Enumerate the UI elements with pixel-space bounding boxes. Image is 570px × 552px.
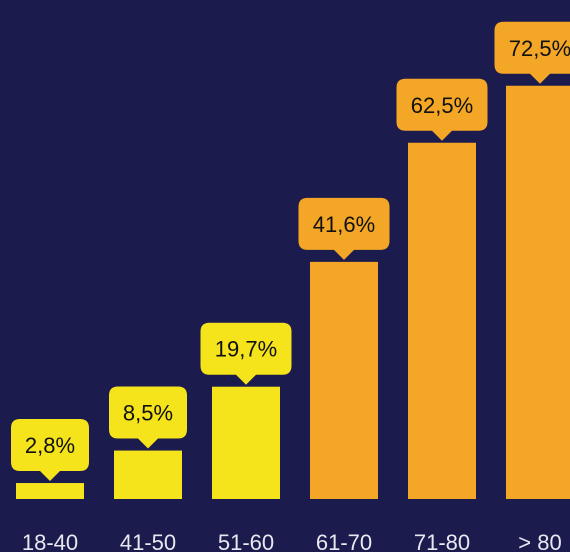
bar-61-70 — [310, 261, 378, 499]
x-tick-label: > 80 — [518, 530, 561, 552]
bar--80 — [506, 85, 570, 499]
bar-71-80 — [408, 142, 476, 499]
data-label: 72,5% — [509, 36, 570, 61]
x-tick-label: 61-70 — [316, 530, 372, 552]
data-label: 8,5% — [123, 401, 173, 426]
data-label: 2,8% — [25, 433, 75, 458]
value-callout — [109, 386, 187, 449]
data-label: 19,7% — [215, 337, 277, 362]
x-tick-label: 71-80 — [414, 530, 470, 552]
x-tick-label: 41-50 — [120, 530, 176, 552]
bar-41-50 — [114, 450, 182, 499]
value-callout — [11, 419, 89, 482]
value-callout — [396, 78, 488, 141]
value-callout — [298, 197, 390, 260]
value-callout — [494, 21, 570, 84]
bar-18-40 — [16, 483, 84, 499]
value-callout — [200, 322, 292, 385]
data-label: 41,6% — [313, 212, 375, 237]
x-tick-label: 18-40 — [22, 530, 78, 552]
x-tick-label: 51-60 — [218, 530, 274, 552]
data-label: 62,5% — [411, 93, 473, 118]
bar-51-60 — [212, 386, 280, 499]
